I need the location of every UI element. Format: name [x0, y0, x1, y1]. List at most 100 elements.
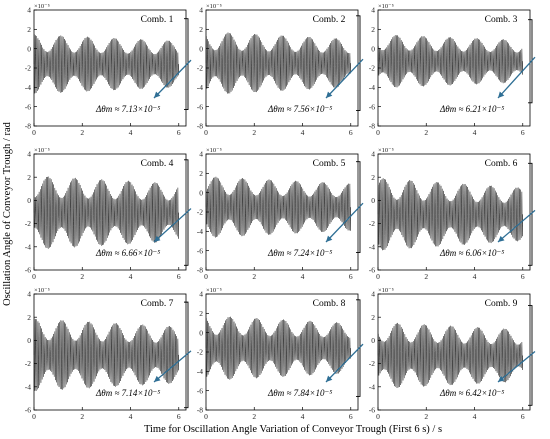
- annotation-arrow: [325, 202, 364, 243]
- x-tick-label: 4: [473, 272, 477, 281]
- y-tick-label: -8: [25, 122, 31, 131]
- subplot-9: -6 -4 -2 0 2 4 0 2 4 6 ×10⁻⁵ Comb. 9 Δθm ≈ 6.42×10⁻⁵: [369, 287, 536, 421]
- x-tick-label: 4: [473, 412, 477, 421]
- oscillation-series: [33, 34, 179, 94]
- subplot-6: -6 -4 -2 0 2 4 0 2 4 6 ×10⁻⁵ Comb. 6 Δθm ≈ 6.06×10⁻⁵: [369, 147, 536, 281]
- y-tick-label: 2: [199, 169, 203, 178]
- annotation-arrow: [497, 209, 536, 243]
- y-tick-label: 0: [199, 188, 203, 197]
- subplot-8: -8 -6 -4 -2 0 2 4 0 2 4 6 ×10⁻⁵ Comb. 8 Δθm ≈ 7.84×10…: [197, 287, 364, 421]
- y-tick-label: -8: [197, 266, 203, 275]
- x-tick-label: 4: [129, 272, 133, 281]
- x-tick-label: 2: [80, 128, 84, 137]
- x-tick-label: 4: [473, 128, 477, 137]
- title-box: [474, 156, 528, 170]
- x-tick-label: 6: [177, 128, 181, 137]
- subplot-3: -8 -6 -4 -2 0 2 4 0 2 4 6 ×10⁻⁵ Comb. 3 Δθm ≈ 6.21×10…: [369, 3, 536, 137]
- y-tick-label: -6: [197, 246, 203, 255]
- subplot-title: Comb. 8: [313, 299, 346, 309]
- arrow-head: [326, 375, 333, 382]
- x-tick-label: 6: [177, 412, 181, 421]
- y-multiplier: ×10⁻⁵: [34, 147, 50, 154]
- annotation-box: [436, 103, 520, 115]
- x-tick-label: 4: [301, 412, 305, 421]
- y-tick-label: 4: [199, 290, 203, 299]
- annotation-arrow: [497, 350, 536, 383]
- x-tick-label: 0: [32, 128, 36, 137]
- x-tick-label: 2: [80, 272, 84, 281]
- title-box: [302, 12, 356, 26]
- y-tick-label: -6: [369, 266, 375, 275]
- y-tick-label: -2: [197, 208, 203, 217]
- arrow-head: [326, 91, 333, 98]
- x-tick-label: 2: [252, 128, 256, 137]
- y-tick-label: 4: [371, 150, 375, 159]
- title-box: [130, 296, 184, 310]
- annotation-box: [92, 387, 176, 399]
- subplot-title: Comb. 2: [313, 15, 346, 25]
- y-tick-label: 2: [27, 25, 31, 34]
- arrow-head: [498, 235, 505, 242]
- y-tick-label: 0: [199, 328, 203, 337]
- y-tick-label: -8: [197, 406, 203, 415]
- amplitude-annotation: Δθm ≈ 6.21×10⁻⁵: [439, 104, 504, 114]
- y-tick-label: 0: [27, 44, 31, 53]
- arrow-head: [154, 235, 161, 242]
- y-tick-label: 2: [371, 173, 375, 182]
- y-tick-label: -4: [25, 242, 31, 251]
- arrow-head: [498, 91, 505, 98]
- subplot-title: Comb. 9: [485, 299, 518, 309]
- y-tick-label: 4: [27, 6, 31, 15]
- y-tick-label: -2: [369, 64, 375, 73]
- x-tick-label: 0: [204, 128, 208, 137]
- amplitude-annotation: Δθm ≈ 7.84×10⁻⁵: [267, 388, 332, 398]
- x-tick-label: 0: [376, 412, 380, 421]
- x-tick-label: 6: [349, 128, 353, 137]
- y-multiplier: ×10⁻⁵: [378, 287, 394, 294]
- annotation-box: [264, 387, 348, 399]
- y-tick-label: 2: [27, 313, 31, 322]
- plot-frame: [33, 293, 187, 411]
- x-tick-label: 2: [252, 412, 256, 421]
- amplitude-annotation: Δθm ≈ 6.66×10⁻⁵: [95, 248, 160, 258]
- x-tick-label: 6: [349, 272, 353, 281]
- y-multiplier: ×10⁻⁵: [378, 3, 394, 10]
- annotation-box: [436, 247, 520, 259]
- y-tick-label: 0: [371, 336, 375, 345]
- y-tick-label: -4: [369, 83, 375, 92]
- annotation-arrow: [153, 208, 192, 243]
- arrow-head: [498, 375, 505, 382]
- y-tick-label: -2: [369, 359, 375, 368]
- x-tick-label: 6: [521, 412, 525, 421]
- y-tick-label: 0: [371, 44, 375, 53]
- y-tick-label: 4: [199, 6, 203, 15]
- annotation-box: [436, 387, 520, 399]
- amplitude-annotation: Δθm ≈ 7.14×10⁻⁵: [95, 388, 160, 398]
- oscillation-series: [205, 316, 351, 380]
- annotation-box: [92, 103, 176, 115]
- x-axis-label: Time for Oscillation Angle Variation of …: [144, 424, 442, 435]
- y-tick-label: 2: [371, 25, 375, 34]
- x-tick-label: 4: [301, 128, 305, 137]
- annotation-arrow: [497, 56, 536, 99]
- x-tick-label: 2: [424, 412, 428, 421]
- y-tick-label: -2: [197, 348, 203, 357]
- oscillation-series: [33, 318, 179, 392]
- y-multiplier: ×10⁻⁵: [378, 147, 394, 154]
- annotation-arrow: [153, 59, 192, 99]
- y-tick-label: -2: [25, 219, 31, 228]
- amplitude-annotation: Δθm ≈ 6.06×10⁻⁵: [439, 248, 504, 258]
- x-tick-label: 6: [349, 412, 353, 421]
- y-tick-label: -6: [197, 102, 203, 111]
- oscillation-series: [33, 176, 179, 249]
- annotation-box: [92, 247, 176, 259]
- y-tick-label: -6: [25, 406, 31, 415]
- x-tick-label: 0: [204, 272, 208, 281]
- amplitude-bracket: [184, 159, 189, 266]
- y-tick-label: 2: [371, 313, 375, 322]
- y-tick-label: -2: [25, 359, 31, 368]
- y-tick-label: -4: [197, 367, 203, 376]
- y-tick-label: 0: [199, 44, 203, 53]
- y-tick-label: -8: [197, 122, 203, 131]
